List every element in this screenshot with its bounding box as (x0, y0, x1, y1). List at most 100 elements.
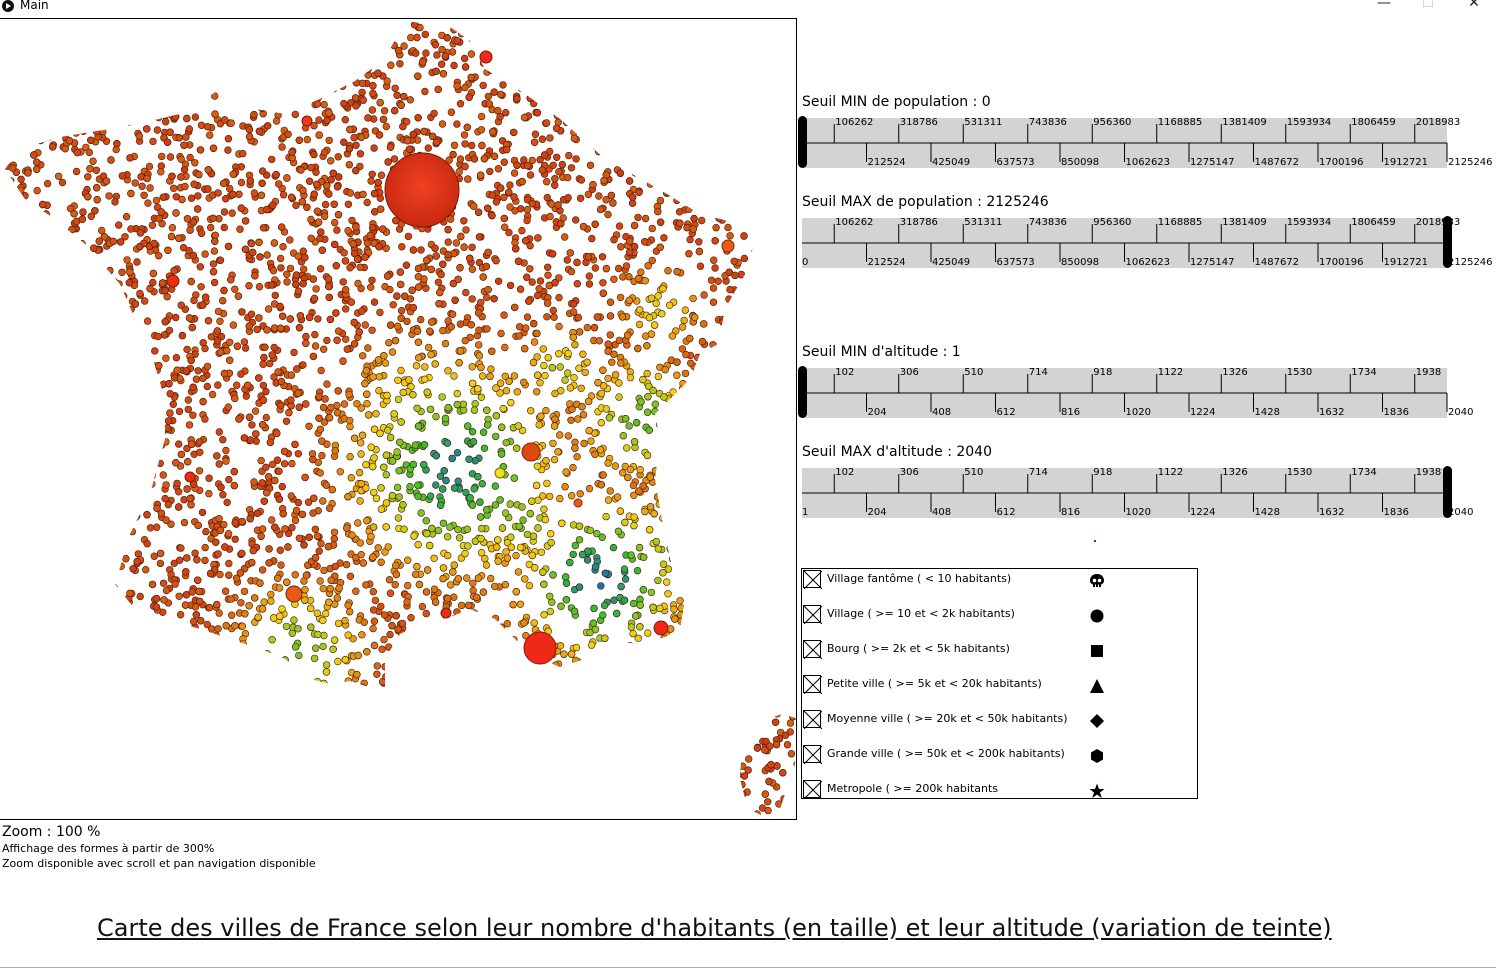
city-dot (261, 31, 269, 39)
city-dot (31, 71, 39, 79)
city-dot (639, 755, 647, 764)
france-map[interactable] (0, 18, 797, 820)
city-dot (722, 61, 730, 69)
city-dot (659, 514, 667, 522)
city-dot (5, 761, 11, 769)
city-dot (459, 400, 468, 408)
city-dot (558, 774, 567, 782)
map-canvas[interactable] (0, 19, 796, 819)
city-dot (551, 756, 559, 765)
city-dot (430, 109, 438, 118)
city-dot (267, 72, 276, 80)
city-dot (720, 375, 729, 384)
city-dot (611, 371, 620, 379)
city-dot (51, 442, 59, 450)
city-dot (330, 84, 338, 93)
city-dot (55, 344, 64, 352)
city-dot (101, 637, 110, 646)
city-dot (312, 644, 320, 652)
city-dot (95, 794, 103, 803)
minimize-button[interactable]: — (1377, 0, 1391, 11)
city-dot (621, 575, 630, 583)
city-dot (706, 581, 715, 589)
city-dot (15, 369, 23, 377)
city-dot (231, 535, 239, 543)
city-dot (671, 529, 679, 537)
city-dot (184, 780, 193, 788)
city-dot (792, 464, 796, 473)
city-dot (59, 681, 67, 690)
city-dot (247, 239, 256, 248)
city-dot (721, 502, 729, 511)
city-dot (330, 528, 339, 536)
city-dot (5, 414, 7, 422)
maximize-button[interactable]: ☐ (1421, 0, 1435, 11)
city-dot (695, 367, 703, 376)
city-dot (722, 468, 730, 476)
city-dot (398, 778, 406, 786)
city-dot (319, 714, 327, 722)
city-dot (610, 718, 619, 726)
city-dot (539, 663, 547, 671)
city-dot (454, 738, 462, 746)
city-dot (685, 787, 693, 796)
city-dot (16, 503, 25, 512)
city-dot (752, 309, 761, 318)
city-dot (287, 750, 295, 759)
city-dot (139, 366, 147, 374)
city-dot (494, 165, 503, 173)
city-dot (494, 37, 502, 45)
city-dot (174, 726, 182, 734)
city-dot (477, 112, 486, 121)
city-dot (473, 813, 481, 817)
city-dot (531, 82, 540, 90)
city-dot (468, 243, 476, 252)
city-dot (46, 634, 55, 642)
city-dot (34, 596, 43, 604)
city-dot (783, 47, 792, 55)
city-dot (522, 33, 531, 41)
city-dot (775, 385, 783, 393)
city-dot (57, 473, 65, 481)
city-dot (371, 806, 380, 814)
city-dot (56, 345, 64, 353)
city-dot (337, 761, 346, 770)
city-dot (583, 556, 592, 564)
city-dot (165, 814, 173, 817)
city-dot (772, 522, 781, 530)
city-dot (332, 799, 341, 807)
city-dot (751, 503, 759, 512)
city-dot (417, 795, 425, 803)
city-dot (34, 384, 43, 392)
city-dot (35, 553, 44, 561)
city-dot (676, 759, 684, 767)
city-dot (645, 314, 654, 322)
city-dot (690, 730, 698, 739)
city-dot (583, 112, 591, 120)
city-dot (334, 657, 342, 666)
city-dot (590, 31, 598, 40)
city-dot (13, 279, 21, 287)
city-dot (183, 701, 191, 710)
city-dot (172, 630, 180, 638)
city-dot (370, 488, 378, 497)
city-dot (403, 661, 411, 669)
city-dot (444, 238, 452, 246)
city-dot (710, 604, 719, 612)
city-dot (91, 740, 99, 748)
city-dot (783, 108, 792, 116)
city-dot (356, 150, 365, 158)
city-dot (73, 681, 82, 690)
city-dot (717, 634, 725, 642)
close-button[interactable]: ✕ (1468, 0, 1480, 11)
city-dot (289, 693, 298, 701)
city-dot (0, 75, 4, 82)
city-dot (75, 281, 84, 289)
city-dot (627, 121, 636, 130)
city-dot (780, 520, 789, 528)
city-dot (460, 217, 468, 225)
city-dot (5, 444, 10, 452)
city-dot (663, 130, 672, 139)
city-dot (9, 494, 18, 502)
city-dot (537, 699, 545, 708)
